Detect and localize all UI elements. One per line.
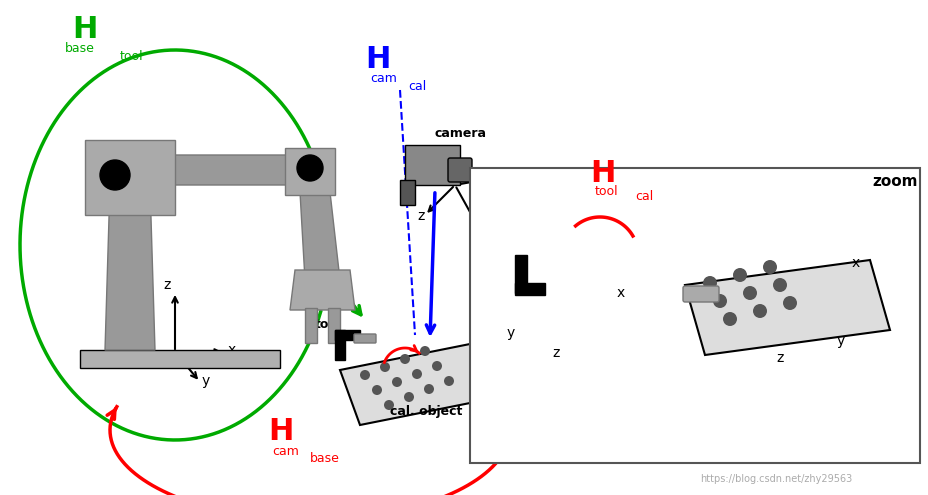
Polygon shape bbox=[285, 148, 335, 195]
Circle shape bbox=[432, 361, 442, 371]
FancyBboxPatch shape bbox=[304, 308, 316, 343]
Circle shape bbox=[383, 400, 393, 410]
Circle shape bbox=[400, 354, 409, 364]
FancyBboxPatch shape bbox=[335, 330, 344, 360]
Polygon shape bbox=[140, 155, 315, 185]
FancyBboxPatch shape bbox=[328, 308, 340, 343]
Circle shape bbox=[444, 376, 454, 386]
Circle shape bbox=[371, 385, 381, 395]
Text: x: x bbox=[511, 164, 520, 178]
Text: base: base bbox=[90, 356, 131, 371]
Circle shape bbox=[100, 160, 130, 190]
Text: cam: cam bbox=[369, 72, 396, 85]
Text: cal. object: cal. object bbox=[390, 405, 462, 418]
Text: x: x bbox=[616, 286, 625, 300]
Text: https://blog.csdn.net/zhy29563: https://blog.csdn.net/zhy29563 bbox=[699, 474, 851, 484]
Text: base: base bbox=[310, 452, 340, 465]
Text: tool: tool bbox=[120, 50, 144, 63]
Circle shape bbox=[732, 268, 746, 282]
Text: zoom: zoom bbox=[871, 174, 917, 189]
Circle shape bbox=[411, 369, 421, 379]
Text: y: y bbox=[836, 334, 844, 348]
Circle shape bbox=[297, 155, 323, 181]
Circle shape bbox=[782, 296, 796, 310]
FancyBboxPatch shape bbox=[447, 158, 471, 182]
Polygon shape bbox=[684, 260, 889, 355]
Circle shape bbox=[742, 286, 756, 300]
Text: z: z bbox=[775, 351, 782, 365]
Circle shape bbox=[380, 362, 390, 372]
Text: x: x bbox=[227, 343, 236, 357]
Text: tool: tool bbox=[594, 185, 618, 198]
Text: cal: cal bbox=[635, 190, 652, 203]
Text: y: y bbox=[201, 374, 210, 388]
Circle shape bbox=[423, 384, 433, 394]
Text: H: H bbox=[589, 159, 614, 188]
FancyBboxPatch shape bbox=[514, 283, 545, 295]
FancyBboxPatch shape bbox=[354, 334, 376, 343]
Polygon shape bbox=[290, 270, 354, 310]
Circle shape bbox=[772, 278, 786, 292]
Circle shape bbox=[762, 260, 776, 274]
Text: y: y bbox=[507, 326, 515, 340]
Text: z: z bbox=[417, 209, 424, 223]
Text: tool: tool bbox=[315, 318, 342, 331]
Text: y: y bbox=[480, 226, 488, 240]
Polygon shape bbox=[105, 185, 155, 350]
Circle shape bbox=[712, 294, 727, 308]
FancyBboxPatch shape bbox=[514, 255, 526, 293]
Circle shape bbox=[360, 370, 369, 380]
Polygon shape bbox=[95, 160, 174, 200]
Text: z: z bbox=[551, 346, 559, 360]
Circle shape bbox=[753, 304, 767, 318]
Text: cal: cal bbox=[407, 80, 426, 93]
Text: camera: camera bbox=[434, 127, 486, 140]
Polygon shape bbox=[300, 192, 340, 280]
Circle shape bbox=[404, 392, 414, 402]
Polygon shape bbox=[340, 340, 509, 425]
Circle shape bbox=[419, 346, 430, 356]
Text: H: H bbox=[365, 45, 390, 74]
Text: H: H bbox=[267, 417, 293, 446]
Text: H: H bbox=[72, 15, 97, 44]
Circle shape bbox=[392, 377, 402, 387]
Text: base: base bbox=[65, 42, 95, 55]
FancyBboxPatch shape bbox=[405, 145, 459, 185]
FancyBboxPatch shape bbox=[80, 350, 279, 368]
Text: cam: cam bbox=[272, 445, 299, 458]
Circle shape bbox=[702, 276, 716, 290]
Text: x: x bbox=[851, 256, 859, 270]
Polygon shape bbox=[84, 140, 174, 215]
FancyBboxPatch shape bbox=[682, 286, 718, 302]
Text: z: z bbox=[162, 278, 170, 292]
Circle shape bbox=[722, 312, 736, 326]
FancyBboxPatch shape bbox=[335, 330, 360, 340]
FancyBboxPatch shape bbox=[400, 180, 415, 205]
FancyBboxPatch shape bbox=[470, 168, 919, 463]
